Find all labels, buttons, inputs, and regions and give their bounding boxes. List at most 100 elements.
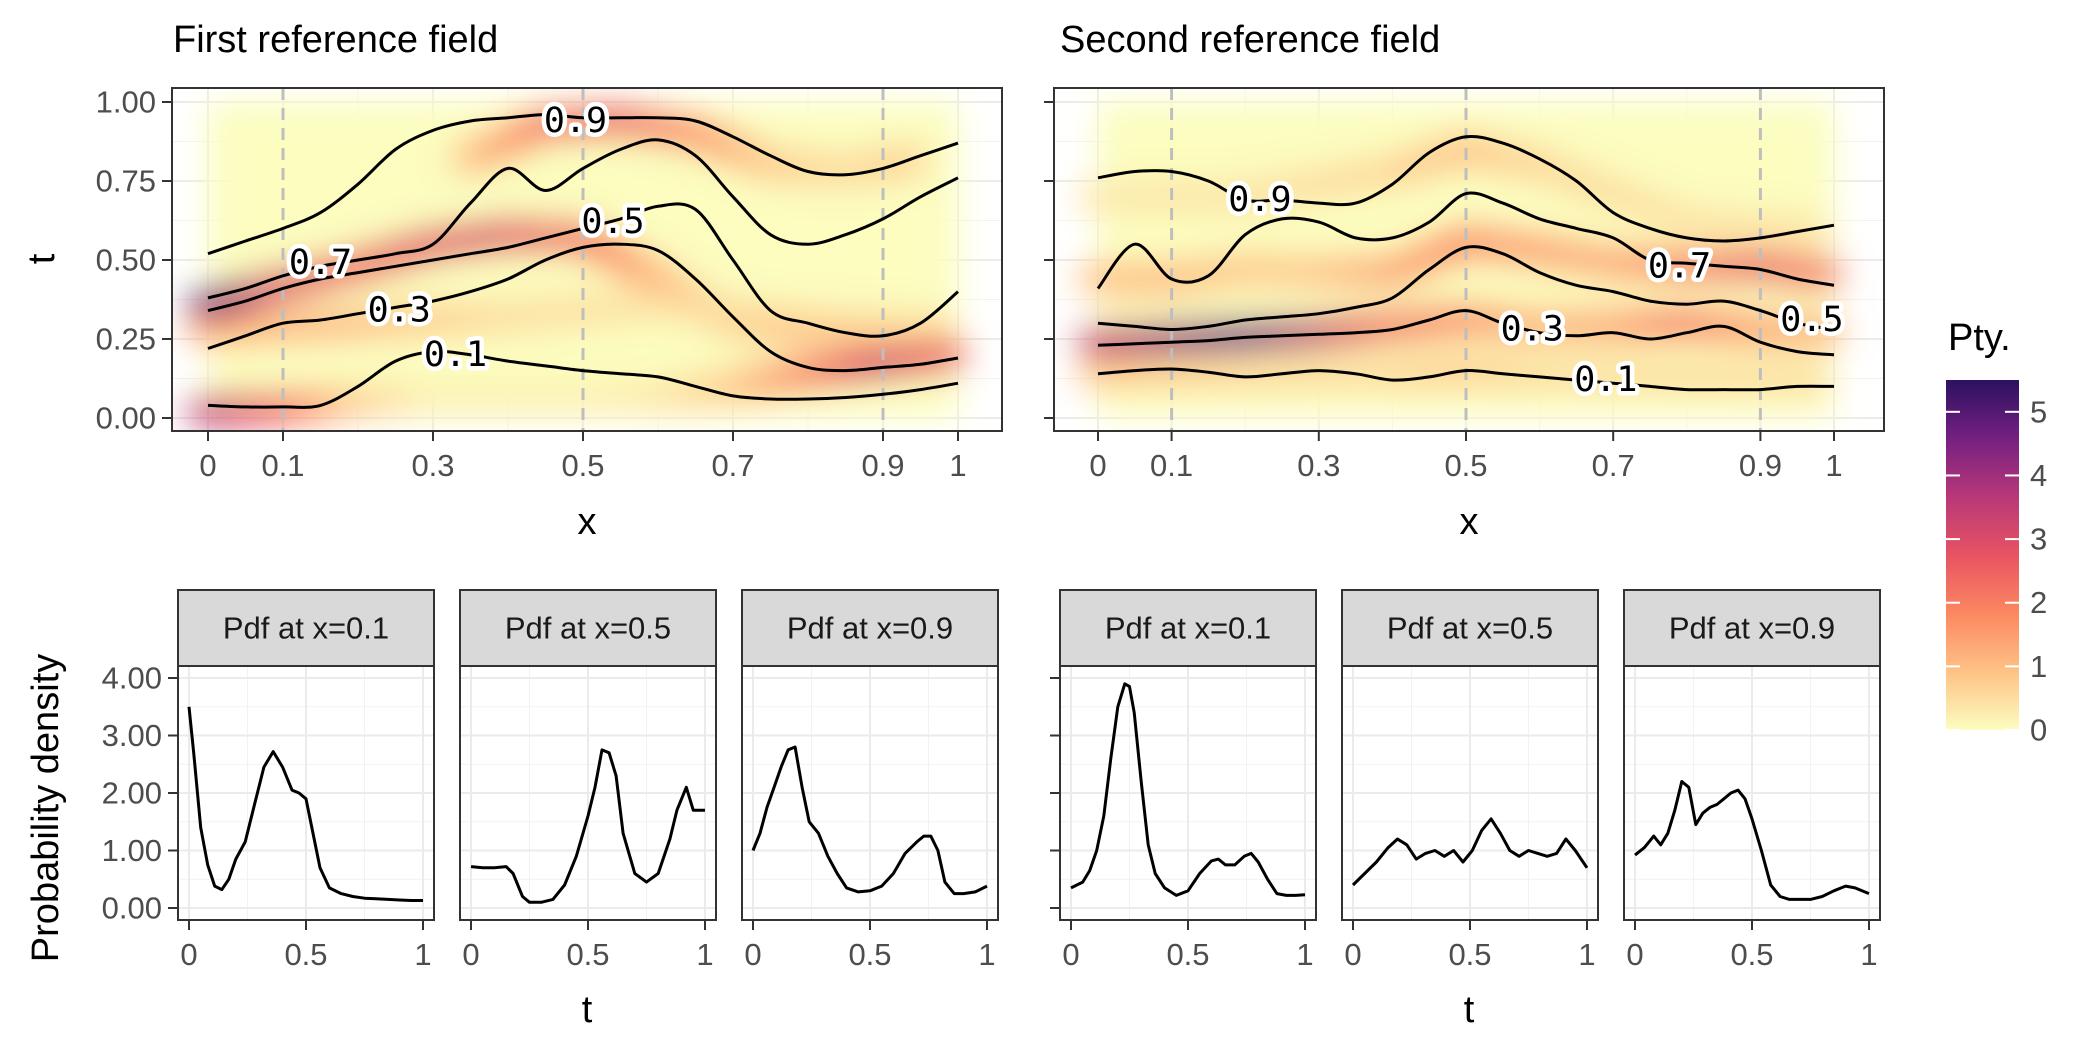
legend-colorbar (1946, 380, 2019, 730)
pdf-facets: Pdf at x=0.10 0.5 10.001.002.003.004.00Pdf… (102, 589, 1881, 972)
x-tick-label: 0.5 (561, 448, 604, 483)
facet-strip-label: Pdf at x=0.1 (1105, 611, 1271, 646)
x-tick-label: 1 (696, 937, 713, 972)
x-tick-label: 0 (180, 937, 197, 972)
x-tick-label: 0.5 (1730, 937, 1773, 972)
contour-0.1 (207, 349, 959, 409)
x-tick-label: 1 (1825, 448, 1842, 483)
x-tick-label: 0.3 (411, 448, 454, 483)
contour-0.5 (1097, 245, 1835, 332)
x-tick-label: 0 (199, 448, 216, 483)
density-curve (1070, 682, 1306, 897)
field1-heatmap-panel: 0.70.30.10.50.9 0.000.250.500.751.00 0 0.… (96, 85, 1003, 483)
pdf2-x-axis-title: t (1464, 989, 1475, 1031)
x-tick-label: 0.5 (566, 937, 609, 972)
legend-tick-label: 4 (2030, 458, 2047, 493)
density-blob (1787, 363, 1832, 396)
x-tick-label: 0.7 (1592, 448, 1635, 483)
x-tick-label: 0 (1062, 937, 1079, 972)
legend-tick-label: 1 (2030, 649, 2047, 684)
contour-0.5 (207, 202, 959, 338)
y-tick-label: 4.00 (102, 661, 162, 696)
x-tick-label: 0.5 (848, 937, 891, 972)
x-tick-label: 0.3 (1297, 448, 1340, 483)
facet-strip-label: Pdf at x=0.5 (505, 611, 671, 646)
contour-label-0.9: 0.9 (544, 101, 607, 141)
facet-strip (741, 589, 999, 667)
pdf-facet-5: Pdf at x=0.5 0 0.5 1 (1341, 589, 1599, 972)
y-tick-label: 0.25 (96, 322, 156, 357)
field1-y-axis: 0.00 0.25 0.50 0.75 1.00 (96, 85, 172, 436)
y-tick-label: 1.00 (96, 85, 156, 120)
contour-0.1 (1097, 367, 1835, 392)
y-tick-label: 1.00 (102, 833, 162, 868)
x-tick-label: 1 (1296, 937, 1313, 972)
pdf-facet-1: Pdf at x=0.1 0 0.5 1 0.00 1.00 2.00 3.00 4.00 (102, 589, 435, 972)
pdf-facet-4: Pdf at x=0.1 0 0.5 1 (1050, 589, 1317, 972)
density-curve (751, 745, 988, 896)
facet-strip-label: Pdf at x=0.9 (787, 611, 953, 646)
pdf1-y-axis-title: Probability density (25, 654, 67, 962)
x-tick-label: 0 (462, 937, 479, 972)
x-tick-label: 0.1 (1150, 448, 1193, 483)
x-tick-label: 0.5 (284, 937, 327, 972)
x-tick-label: 0.5 (1444, 448, 1487, 483)
field1-contour-lines (207, 113, 959, 409)
facet-strip-label: Pdf at x=0.9 (1669, 611, 1835, 646)
y-tick-label: 3.00 (102, 718, 162, 753)
contour-label-0.3: 0.3 (1501, 310, 1564, 350)
contour-label-0.9: 0.9 (1228, 180, 1291, 220)
field1-contour-labels: 0.7 0.30.1 0.5 0.9 (284, 96, 649, 379)
y-tick-label: 0.50 (96, 243, 156, 278)
facet-strip-label: Pdf at x=0.5 (1387, 611, 1553, 646)
contour-0.9 (207, 113, 959, 256)
density-curve (187, 706, 423, 902)
field2-contour-labels: 0.9 0.7 0.5 0.30.1 (1224, 175, 1848, 404)
x-tick-label: 0 (1626, 937, 1643, 972)
x-tick-label: 0.5 (1166, 937, 1209, 972)
y-tick-label: 0.00 (96, 401, 156, 436)
x-tick-label: 0 (1089, 448, 1106, 483)
facet-strip (459, 589, 717, 667)
legend-tick-label: 2 (2030, 585, 2047, 620)
x-tick-label: 0.5 (1448, 937, 1491, 972)
x-tick-label: 0.9 (861, 448, 904, 483)
density-blob (923, 340, 968, 373)
pdf-facet-3: Pdf at x=0.9 0 0.5 1 (741, 589, 999, 972)
contour-label-0.1: 0.1 (1574, 360, 1637, 400)
contour-0.7 (207, 138, 959, 300)
field1-title: First reference field (173, 19, 498, 61)
contour-label-0.3: 0.3 (368, 291, 431, 331)
x-tick-label: 1 (1860, 937, 1877, 972)
facet-strip (1059, 589, 1317, 667)
facet-strip-label: Pdf at x=0.1 (223, 611, 389, 646)
contour-0.7 (1096, 191, 1835, 290)
legend-tick-label: 3 (2030, 522, 2047, 557)
x-tick-label: 0.1 (261, 448, 304, 483)
x-tick-label: 0 (1344, 937, 1361, 972)
pdf1-x-axis-title: t (582, 989, 593, 1031)
field2-x-axis-title: x (1460, 501, 1479, 543)
x-tick-label: 0.9 (1739, 448, 1782, 483)
contour-0.9 (1097, 134, 1835, 243)
density-curve (470, 748, 705, 904)
field2-y-axis (1044, 101, 1054, 419)
field2-reference-lines (1170, 88, 1762, 431)
contour-0.3 (1097, 309, 1835, 357)
facet-strip (1341, 589, 1599, 667)
legend-ticks: 0 1 2 3 4 5 (1946, 394, 2047, 748)
field2-x-axis: 0 0.1 0.3 0.5 0.7 0.9 1 (1089, 431, 1843, 483)
contour-0.3 (207, 242, 959, 373)
legend-title: Pty. (1948, 317, 2011, 359)
pdf-facet-2: Pdf at x=0.5 0 0.5 1 (459, 589, 717, 972)
facet-strip (177, 589, 435, 667)
x-tick-label: 0.7 (711, 448, 754, 483)
legend-tick-label: 5 (2030, 394, 2047, 429)
density-curve (1634, 780, 1870, 901)
contour-label-0.7: 0.7 (1648, 246, 1711, 286)
field1-reference-lines (281, 88, 885, 431)
field2-title: Second reference field (1060, 19, 1440, 61)
density-blob (911, 312, 955, 345)
density-curve (1351, 817, 1589, 887)
